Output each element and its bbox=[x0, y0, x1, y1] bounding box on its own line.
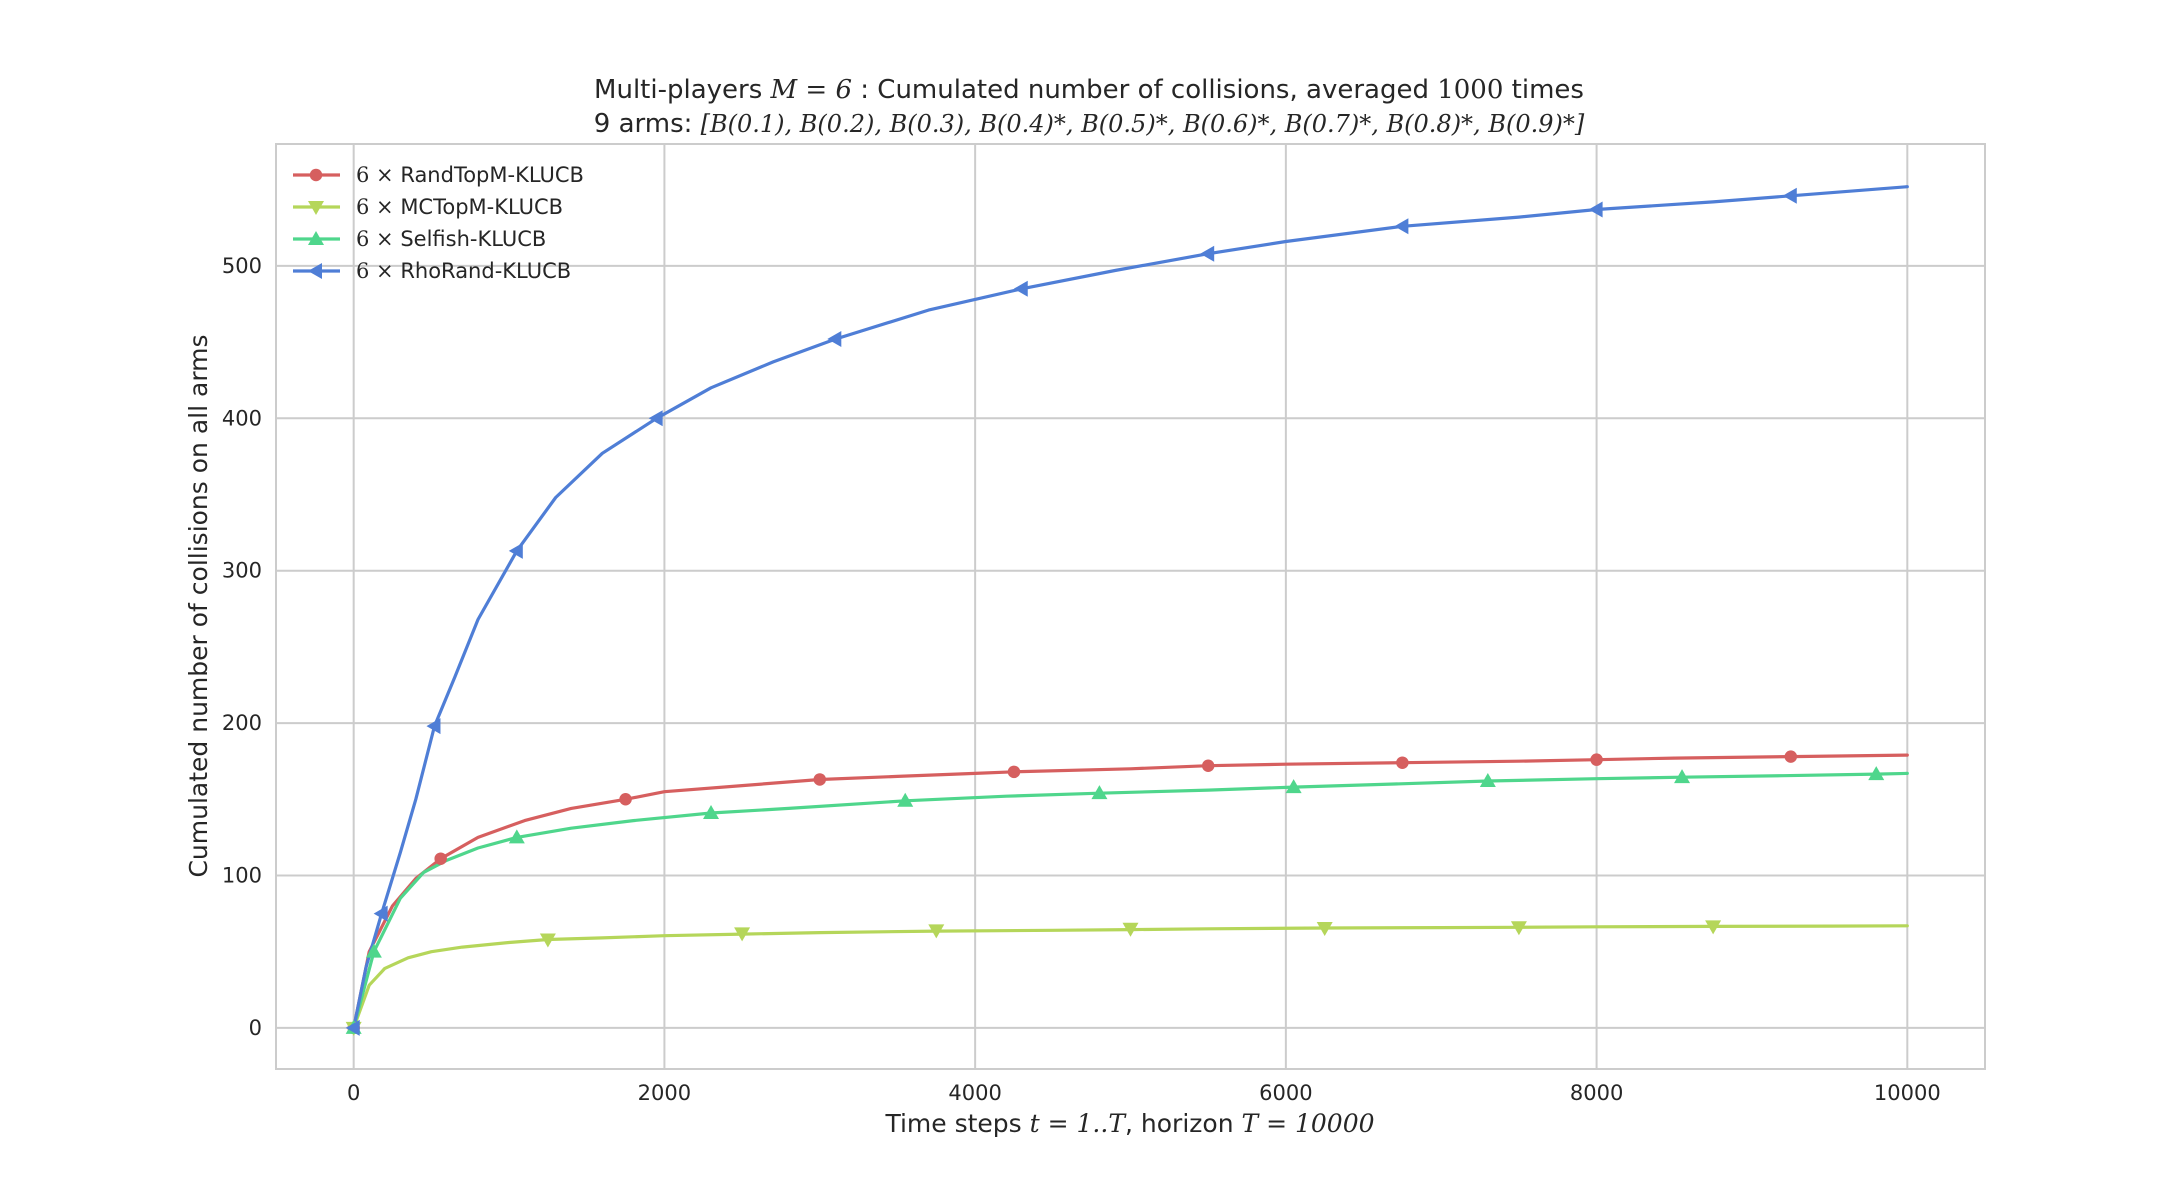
legend-series-name: RandTopM-KLUCB bbox=[400, 163, 584, 187]
title-line1-num: 1000 bbox=[1437, 75, 1503, 105]
data-point-rhorand-klucb bbox=[1394, 218, 1409, 235]
legend-marker bbox=[309, 168, 323, 182]
data-point-selfish-klucb bbox=[1285, 779, 1302, 794]
data-point-mctopm-klucb bbox=[734, 927, 751, 942]
title-line2-math: [B(0.1), B(0.2), B(0.3), B(0.4)*, B(0.5)… bbox=[701, 110, 1585, 138]
x-tick-labels: 0 2000 4000 6000 8000 10000 bbox=[347, 1081, 1941, 1105]
grid-lines bbox=[276, 144, 1985, 1069]
data-point-rhorand-klucb bbox=[648, 410, 663, 427]
legend-marker bbox=[308, 263, 322, 279]
legend-marker bbox=[308, 201, 324, 215]
x-tick-label: 0 bbox=[347, 1081, 360, 1105]
x-tick-label: 8000 bbox=[1570, 1081, 1623, 1105]
data-point-randtopm-klucb bbox=[1396, 756, 1409, 769]
y-axis-label: Cumulated number of collisions on all ar… bbox=[184, 334, 213, 877]
chart-title-line1: Multi-players M = 6 : Cumulated number o… bbox=[594, 75, 1584, 105]
title-line1-pre: Multi-players bbox=[594, 75, 770, 105]
data-point-mctopm-klucb bbox=[539, 933, 556, 948]
x-axis-label: Time steps t = 1..T, horizon T = 10000 bbox=[884, 1109, 1374, 1138]
data-point-rhorand-klucb bbox=[1782, 187, 1797, 204]
data-point-randtopm-klucb bbox=[434, 852, 447, 865]
legend-item: 6 × RandTopM-KLUCB bbox=[293, 163, 584, 187]
x-tick-label: 4000 bbox=[948, 1081, 1001, 1105]
legend-series-name: RhoRand-KLUCB bbox=[400, 259, 571, 283]
y-tick-label: 100 bbox=[222, 863, 262, 887]
legend-marker bbox=[308, 231, 324, 245]
x-tick-label: 6000 bbox=[1259, 1081, 1312, 1105]
data-point-rhorand-klucb bbox=[508, 542, 523, 559]
legend-label: 6 × RhoRand-KLUCB bbox=[356, 259, 571, 283]
series-markers bbox=[345, 187, 1885, 1036]
data-point-randtopm-klucb bbox=[1590, 753, 1603, 766]
legend-series-name: MCTopM-KLUCB bbox=[400, 195, 563, 219]
data-point-randtopm-klucb bbox=[813, 773, 827, 786]
data-point-randtopm-klucb bbox=[1784, 750, 1798, 763]
title-line1-post: times bbox=[1503, 75, 1584, 105]
data-point-rhorand-klucb bbox=[1200, 245, 1215, 262]
data-point-mctopm-klucb bbox=[1122, 922, 1139, 937]
xlabel-math2: T = 10000 bbox=[1241, 1109, 1374, 1138]
data-point-mctopm-klucb bbox=[928, 924, 945, 939]
title-line1-mid: : Cumulated number of collisions, averag… bbox=[852, 75, 1437, 105]
xlabel-mid: , horizon bbox=[1125, 1109, 1241, 1138]
y-tick-label: 300 bbox=[222, 559, 262, 583]
data-point-rhorand-klucb bbox=[1588, 201, 1603, 218]
data-point-mctopm-klucb bbox=[1316, 922, 1333, 937]
data-point-randtopm-klucb bbox=[1201, 759, 1215, 772]
data-point-rhorand-klucb bbox=[345, 1019, 360, 1036]
series-line-rhorand-klucb bbox=[352, 185, 1909, 1030]
data-point-rhorand-klucb bbox=[426, 718, 441, 735]
data-point-randtopm-klucb bbox=[619, 793, 632, 806]
x-tick-label: 2000 bbox=[638, 1081, 691, 1105]
data-point-mctopm-klucb bbox=[1705, 920, 1722, 935]
y-tick-labels: 0 100 200 300 400 500 bbox=[222, 254, 262, 1040]
y-tick-label: 400 bbox=[222, 406, 262, 430]
data-point-mctopm-klucb bbox=[1510, 921, 1527, 936]
legend-item: 6 × MCTopM-KLUCB bbox=[293, 195, 563, 219]
series-line-mctopm-klucb bbox=[352, 924, 1909, 1030]
plot-area bbox=[275, 143, 1986, 1070]
legend-prefix: 6 × bbox=[356, 227, 400, 251]
title-line1-math: M = 6 bbox=[770, 75, 852, 105]
title-line2-pre: 9 arms: bbox=[594, 109, 701, 139]
y-tick-label: 0 bbox=[249, 1016, 262, 1040]
chart-title-line2: 9 arms: [B(0.1), B(0.2), B(0.3), B(0.4)*… bbox=[594, 109, 1585, 139]
y-tick-label: 500 bbox=[222, 254, 262, 278]
legend-series-name: Selfish-KLUCB bbox=[400, 227, 546, 251]
data-point-randtopm-klucb bbox=[1007, 765, 1021, 779]
data-point-selfish-klucb bbox=[1868, 766, 1885, 781]
legend-label: 6 × Selfish-KLUCB bbox=[356, 227, 546, 251]
xlabel-pre: Time steps bbox=[884, 1109, 1029, 1138]
data-point-rhorand-klucb bbox=[1013, 280, 1028, 297]
data-point-selfish-klucb bbox=[897, 792, 914, 807]
legend-prefix: 6 × bbox=[356, 259, 400, 283]
data-point-selfish-klucb bbox=[703, 804, 720, 819]
data-point-selfish-klucb bbox=[508, 829, 525, 844]
legend-label: 6 × MCTopM-KLUCB bbox=[356, 195, 563, 219]
legend-item: 6 × RhoRand-KLUCB bbox=[293, 259, 571, 283]
data-point-selfish-klucb bbox=[365, 943, 382, 958]
legend-prefix: 6 × bbox=[356, 163, 400, 187]
data-point-rhorand-klucb bbox=[373, 905, 388, 922]
data-point-selfish-klucb bbox=[1091, 785, 1108, 800]
xlabel-math1: t = 1..T bbox=[1030, 1109, 1128, 1138]
y-tick-label: 200 bbox=[222, 711, 262, 735]
data-point-selfish-klucb bbox=[1479, 772, 1496, 787]
legend-item: 6 × Selfish-KLUCB bbox=[293, 227, 546, 251]
legend-label: 6 × RandTopM-KLUCB bbox=[356, 163, 584, 187]
legend-prefix: 6 × bbox=[356, 195, 400, 219]
x-tick-label: 10000 bbox=[1874, 1081, 1941, 1105]
data-point-selfish-klucb bbox=[1674, 769, 1691, 784]
data-point-rhorand-klucb bbox=[827, 331, 842, 348]
